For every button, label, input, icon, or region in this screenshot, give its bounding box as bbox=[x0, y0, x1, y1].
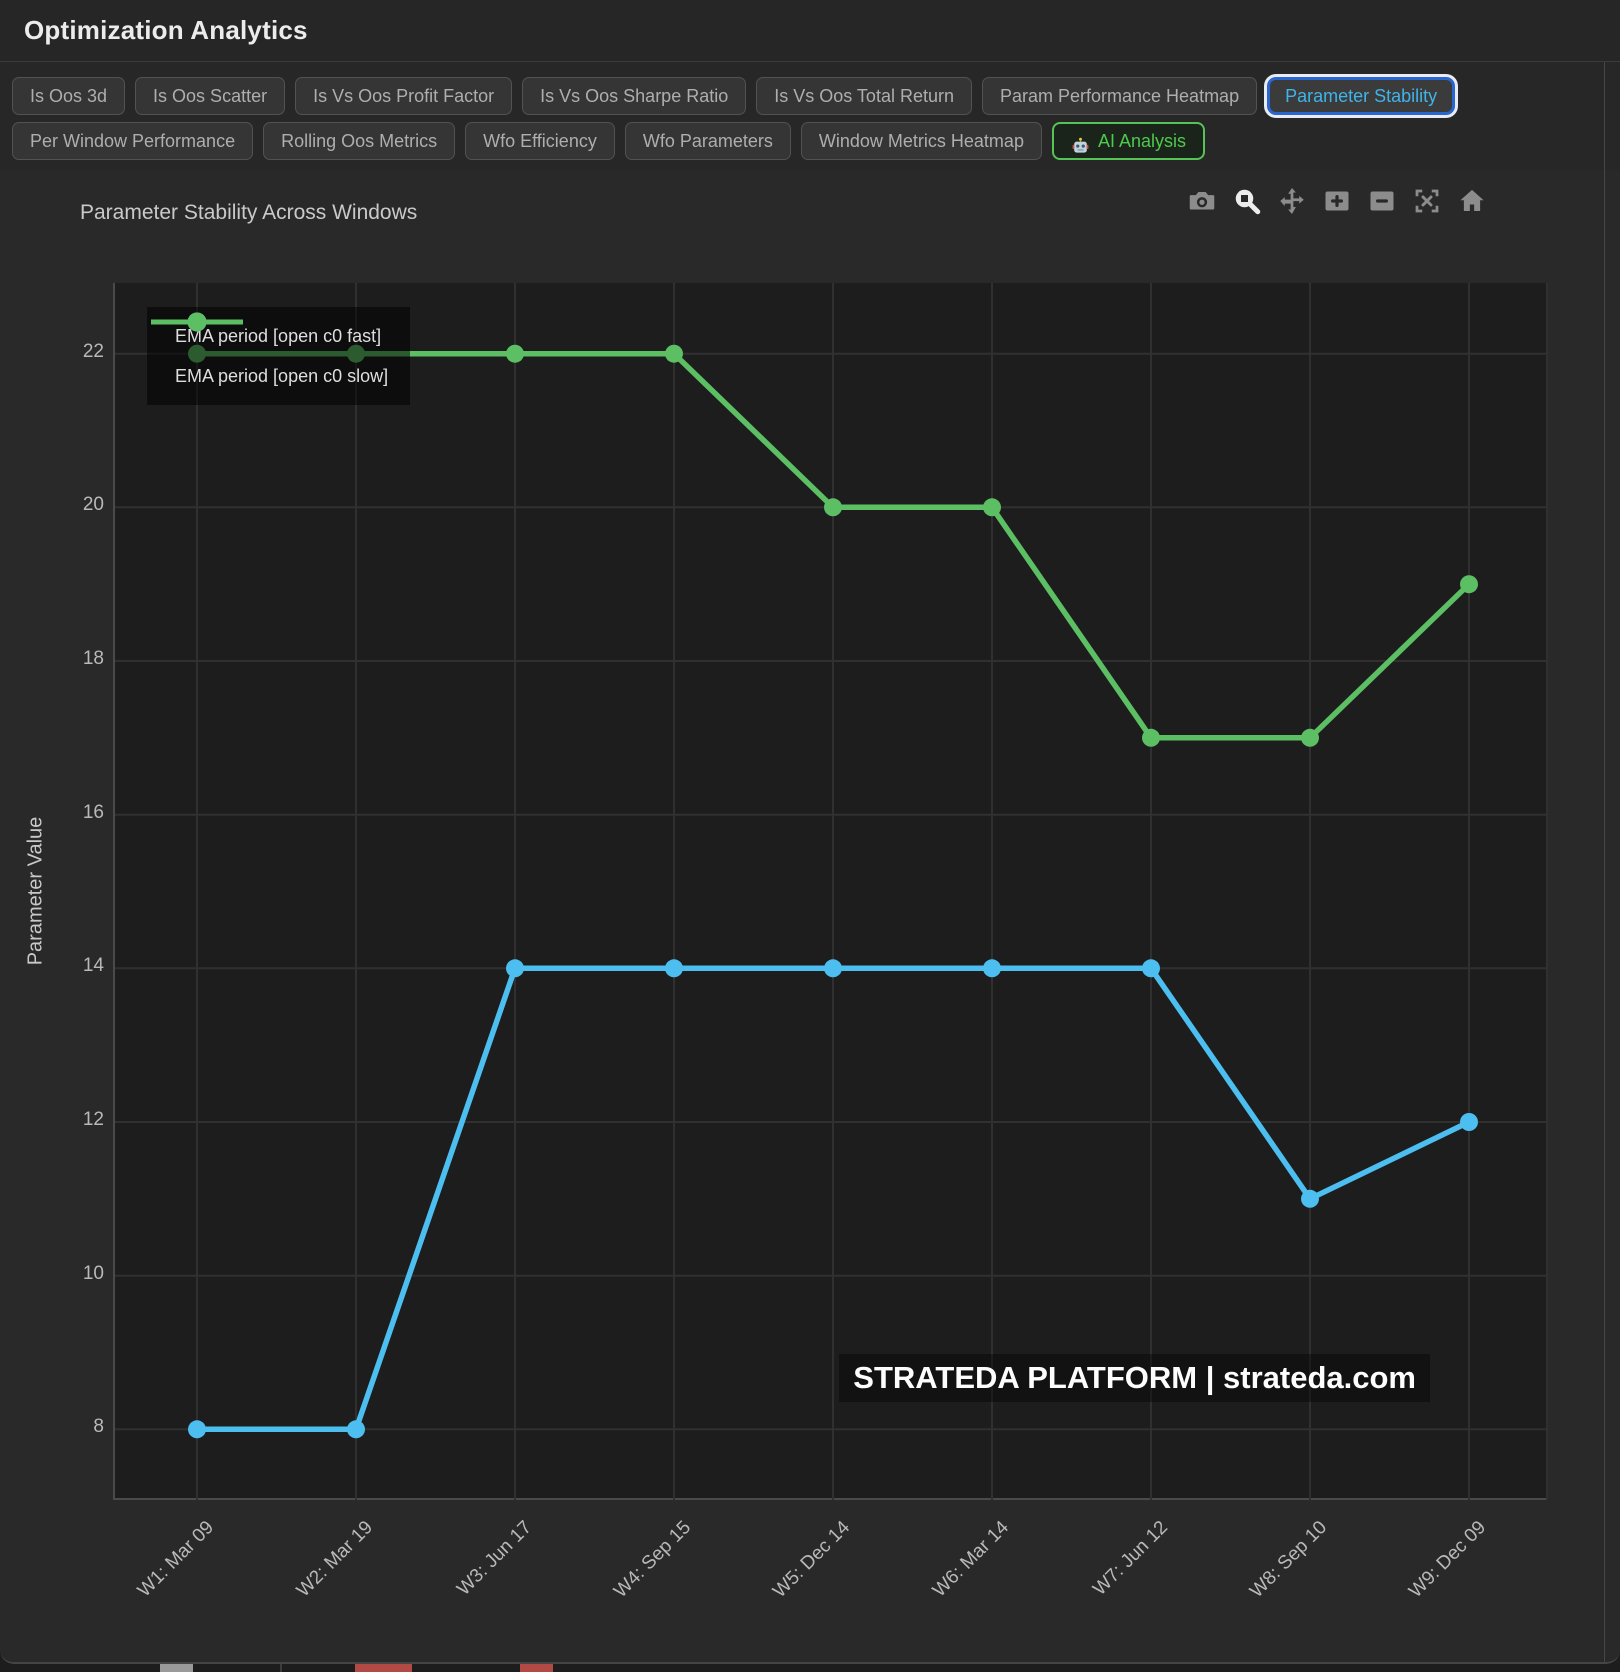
partial-element-red-2 bbox=[520, 1664, 553, 1672]
y-tick-label: 14 bbox=[82, 955, 104, 977]
zoom-in-icon[interactable] bbox=[1322, 186, 1352, 216]
partial-element-gray bbox=[160, 1664, 193, 1672]
x-tick-label: W5: Dec 14 bbox=[768, 1517, 854, 1603]
chart-area: Parameter Stability Across Windows EMA p… bbox=[0, 170, 1620, 1662]
x-tick-label: W6: Mar 14 bbox=[928, 1517, 1013, 1602]
y-tick-label: 18 bbox=[82, 648, 104, 669]
tab-window-metrics-heatmap[interactable]: Window Metrics Heatmap bbox=[800, 122, 1042, 160]
plot-canvas[interactable]: EMA period [open c0 fast] EMA period [ope… bbox=[113, 283, 1548, 1500]
zoom-box-icon[interactable] bbox=[1232, 186, 1262, 216]
x-tick-label: W8: Sep 10 bbox=[1245, 1517, 1331, 1603]
tab-label: AI Analysis bbox=[1097, 131, 1186, 151]
tab-is-vs-oos-sharpe-ratio[interactable]: Is Vs Oos Sharpe Ratio bbox=[522, 77, 747, 115]
y-tick-label: 10 bbox=[82, 1262, 104, 1284]
y-tick-label: 12 bbox=[82, 1108, 104, 1130]
y-axis-title: Parameter Value bbox=[24, 816, 47, 966]
tab-wfo-parameters[interactable]: Wfo Parameters bbox=[624, 122, 791, 160]
tab-label: Rolling Oos Metrics bbox=[281, 131, 438, 151]
x-tick-label: W9: Dec 09 bbox=[1404, 1517, 1490, 1603]
tab-rolling-oos-metrics[interactable]: Rolling Oos Metrics bbox=[263, 122, 456, 160]
tab-row-1: Is Oos 3d Is Oos Scatter Is Vs Oos Profit … bbox=[12, 77, 1608, 115]
robot-icon bbox=[1071, 132, 1090, 153]
chart-legend: EMA period [open c0 fast] EMA period [ope… bbox=[147, 307, 411, 405]
tab-label: Param Performance Heatmap bbox=[999, 86, 1240, 106]
tab-ai-analysis[interactable]: AI Analysis bbox=[1051, 122, 1205, 160]
tab-label: Parameter Stability bbox=[1285, 86, 1438, 106]
panel-header: Optimization Analytics bbox=[0, 0, 1620, 62]
partial-element-red bbox=[355, 1664, 412, 1672]
y-tick-label: 8 bbox=[93, 1416, 104, 1438]
camera-icon[interactable] bbox=[1187, 186, 1217, 216]
tab-is-oos-scatter[interactable]: Is Oos Scatter bbox=[135, 77, 286, 115]
x-tick-label: W4: Sep 15 bbox=[609, 1517, 695, 1603]
tab-wfo-efficiency[interactable]: Wfo Efficiency bbox=[465, 122, 615, 160]
tab-row-2: Per Window Performance Rolling Oos Metric… bbox=[12, 122, 1608, 160]
tab-label: Is Oos Scatter bbox=[153, 86, 268, 106]
tab-is-vs-oos-profit-factor[interactable]: Is Vs Oos Profit Factor bbox=[295, 77, 513, 115]
tab-label: Window Metrics Heatmap bbox=[818, 131, 1024, 151]
plot-modebar bbox=[1187, 186, 1487, 216]
legend-label: EMA period [open c0 slow] bbox=[175, 365, 389, 386]
analytics-tab-bar: Is Oos 3d Is Oos Scatter Is Vs Oos Profit … bbox=[0, 62, 1620, 170]
tab-label: Is Vs Oos Total Return bbox=[774, 86, 954, 106]
tab-label: Is Vs Oos Profit Factor bbox=[313, 86, 495, 106]
tab-label: Wfo Efficiency bbox=[483, 131, 597, 151]
tab-is-vs-oos-total-return[interactable]: Is Vs Oos Total Return bbox=[756, 77, 972, 115]
plot-grid-and-series bbox=[115, 283, 1548, 1500]
x-tick-label: W3: Jun 17 bbox=[453, 1517, 536, 1600]
partial-separator bbox=[280, 1664, 282, 1672]
tab-label: Per Window Performance bbox=[30, 131, 236, 151]
x-tick-label: W1: Mar 09 bbox=[133, 1517, 218, 1602]
y-tick-label: 20 bbox=[82, 494, 104, 516]
y-tick-label: 16 bbox=[82, 801, 104, 823]
panel-right-border bbox=[1604, 62, 1605, 1662]
tab-param-performance-heatmap[interactable]: Param Performance Heatmap bbox=[981, 77, 1258, 115]
y-tick-label: 22 bbox=[82, 340, 104, 362]
tab-is-oos-3d[interactable]: Is Oos 3d bbox=[12, 77, 126, 115]
zoom-out-icon[interactable] bbox=[1367, 186, 1397, 216]
chart-title: Parameter Stability Across Windows bbox=[80, 201, 418, 224]
bottom-partial-elements bbox=[0, 1664, 1620, 1672]
home-icon[interactable] bbox=[1457, 186, 1487, 216]
x-tick-label: W2: Mar 19 bbox=[292, 1517, 377, 1602]
x-tick-label: W7: Jun 12 bbox=[1089, 1517, 1172, 1600]
tab-label: Wfo Parameters bbox=[642, 131, 773, 151]
tab-parameter-stability[interactable]: Parameter Stability bbox=[1267, 77, 1456, 115]
tab-label: Is Vs Oos Sharpe Ratio bbox=[540, 86, 729, 106]
tab-label: Is Oos 3d bbox=[30, 86, 108, 106]
page-title: Optimization Analytics bbox=[24, 15, 308, 45]
legend-label: EMA period [open c0 fast] bbox=[175, 325, 382, 346]
tab-per-window-performance[interactable]: Per Window Performance bbox=[12, 122, 254, 160]
autoscale-icon[interactable] bbox=[1412, 186, 1442, 216]
legend-item-ema-period-open-c0-slow[interactable]: EMA period [open c0 slow] bbox=[151, 312, 389, 391]
pan-icon[interactable] bbox=[1277, 186, 1307, 216]
watermark: STRATEDA PLATFORM | strateda.com bbox=[839, 1354, 1430, 1402]
